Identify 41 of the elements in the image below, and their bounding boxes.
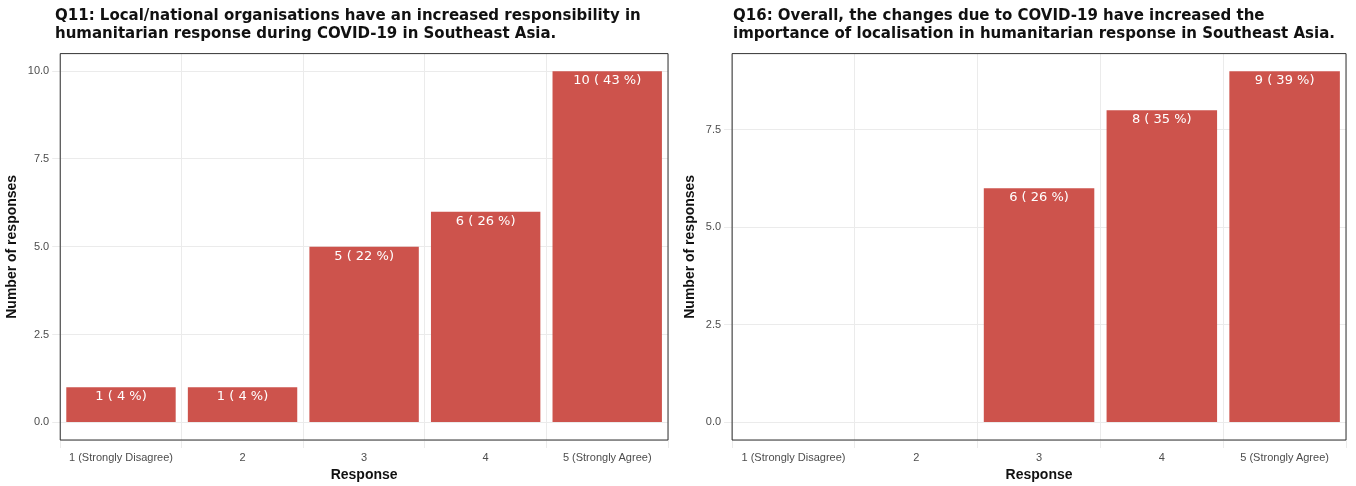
bar bbox=[309, 246, 419, 422]
data-label: 8 ( 35 %) bbox=[1131, 111, 1192, 127]
y-tick-label: 5.0 bbox=[705, 220, 722, 233]
y-axis-title: Number of responses bbox=[681, 174, 698, 319]
data-label: 6 ( 26 %) bbox=[1009, 189, 1069, 205]
data-label: 6 ( 26 %) bbox=[455, 212, 516, 228]
chart-title: Q16: Overall, the changes due to COVID-19 have increased the importance of localisation in humanitarian response in Southeast Asia. bbox=[733, 6, 1336, 42]
x-tick-label: 4 bbox=[1158, 450, 1165, 463]
data-label: 10 ( 43 %) bbox=[573, 72, 642, 88]
x-tick-label: 3 bbox=[361, 450, 368, 463]
y-tick-label: 7.5 bbox=[33, 152, 50, 165]
x-tick-label: 5 (Strongly Agree) bbox=[1240, 450, 1329, 463]
x-tick-label: 3 bbox=[1035, 450, 1043, 463]
y-tick-label: 10.0 bbox=[27, 64, 50, 77]
x-axis-title: Response bbox=[330, 466, 398, 483]
y-tick-label: 2.5 bbox=[33, 327, 50, 340]
bar bbox=[1229, 71, 1340, 422]
x-tick-label: 2 bbox=[239, 450, 246, 463]
y-axis-title: Number of responses bbox=[3, 174, 20, 319]
data-label: 9 ( 39 %) bbox=[1254, 72, 1315, 88]
y-tick-label: 5.0 bbox=[33, 239, 50, 252]
bar bbox=[66, 387, 176, 422]
bar bbox=[983, 188, 1095, 422]
x-tick-label: 4 bbox=[482, 450, 489, 463]
data-label: 1 ( 4 %) bbox=[95, 388, 147, 404]
y-tick-label: 7.5 bbox=[705, 122, 722, 135]
bar bbox=[430, 211, 541, 422]
chart-title: Q11: Local/national organisations have an increased responsibility in humanitarian response during COVID-19 in Southeast Asia. bbox=[55, 6, 642, 42]
bar bbox=[187, 387, 298, 422]
y-tick-label: 0.0 bbox=[705, 415, 722, 428]
data-label: 1 ( 4 %) bbox=[216, 388, 269, 404]
bar bbox=[1106, 110, 1218, 422]
x-tick-label: 1 (Strongly Disagree) bbox=[69, 450, 173, 463]
y-tick-label: 0.0 bbox=[33, 415, 50, 428]
x-tick-label: 2 bbox=[913, 450, 920, 463]
x-axis-title: Response bbox=[1005, 466, 1073, 483]
bar bbox=[552, 71, 662, 422]
data-label: 5 ( 22 %) bbox=[334, 247, 394, 263]
x-tick-label: 5 (Strongly Agree) bbox=[562, 450, 652, 463]
y-tick-label: 2.5 bbox=[705, 317, 722, 330]
x-tick-label: 1 (Strongly Disagree) bbox=[741, 450, 846, 463]
